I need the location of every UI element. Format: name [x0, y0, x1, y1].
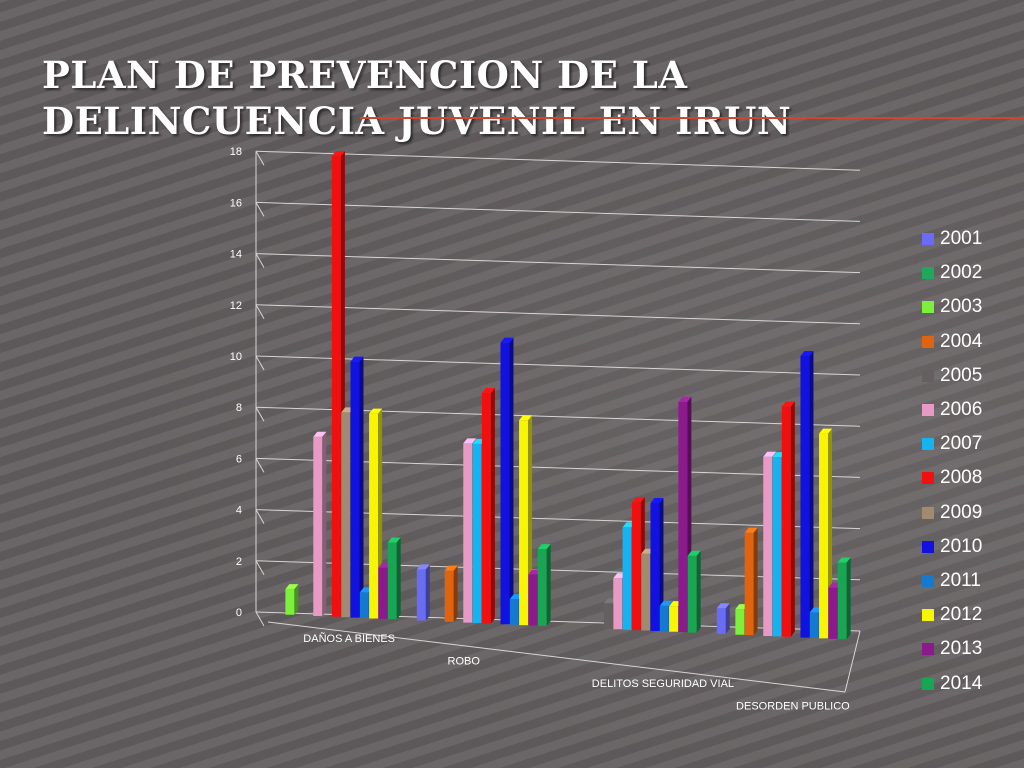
bar-2001-3	[716, 603, 730, 634]
legend-swatch	[922, 643, 934, 656]
legend-item-2009: 2009	[922, 496, 1022, 530]
legend-swatch	[922, 301, 934, 314]
y-tick-label: 16	[230, 197, 242, 209]
legend-item-2012: 2012	[922, 598, 1022, 632]
legend-swatch	[922, 404, 934, 417]
x-category-label: DESORDEN PUBLICO	[736, 701, 850, 713]
legend-swatch	[922, 472, 934, 485]
legend-swatch	[922, 506, 934, 519]
legend-label: 2005	[940, 364, 983, 386]
y-tick-label: 18	[230, 146, 242, 158]
legend-item-2007: 2007	[922, 427, 1022, 461]
floor-edge-right	[844, 630, 861, 693]
bar-2014-3	[837, 557, 851, 640]
legend-item-2014: 2014	[922, 666, 1022, 700]
bar-2014-0	[387, 537, 401, 620]
y-tick-label: 2	[236, 556, 242, 568]
chart-bars	[285, 150, 851, 640]
y-tick-label: 6	[236, 453, 242, 465]
bar-2003-0	[285, 584, 299, 615]
legend-swatch	[922, 540, 934, 553]
bar-2010-2	[650, 497, 664, 631]
legend-swatch	[922, 677, 934, 690]
bar-2008-1	[481, 388, 495, 624]
legend-item-2010: 2010	[922, 530, 1022, 564]
y-tick-label: 8	[236, 402, 242, 414]
gridline-side	[255, 355, 265, 371]
legend-label: 2002	[940, 262, 983, 284]
legend-swatch	[922, 574, 934, 587]
bar-2004-1	[444, 565, 458, 622]
legend-item-2006: 2006	[922, 393, 1022, 427]
legend-label: 2011	[940, 569, 981, 591]
chart-legend: 2001 2002 2003 2004 2005 2006 2007 2008 2009 2010…	[922, 222, 1022, 701]
chart-category-labels: DAÑOS A BIENES ROBO DELITOS SEGURIDAD VIAL…	[303, 632, 850, 713]
bar-2014-2	[687, 550, 701, 633]
gridline	[255, 355, 861, 376]
legend-swatch	[922, 369, 934, 382]
gridline	[255, 304, 861, 325]
y-tick-label: 12	[230, 300, 242, 312]
x-category-label: DAÑOS A BIENES	[303, 632, 395, 645]
legend-label: 2008	[940, 467, 983, 489]
legend-label: 2009	[940, 501, 983, 523]
legend-item-2011: 2011	[922, 564, 1022, 598]
gridline	[255, 201, 861, 222]
bar-2006-0	[313, 431, 327, 616]
gridline-side	[255, 304, 265, 320]
gridline	[255, 150, 861, 171]
gridline-side	[255, 509, 265, 524]
legend-swatch	[922, 267, 934, 280]
legend-label: 2013	[940, 638, 983, 660]
gridline	[255, 253, 861, 274]
legend-swatch	[922, 233, 934, 246]
gridline-side	[255, 458, 265, 473]
legend-item-2005: 2005	[922, 359, 1022, 393]
gridline-side	[255, 202, 265, 217]
x-category-label: ROBO	[448, 656, 481, 668]
y-tick-label: 0	[236, 607, 242, 619]
legend-label: 2004	[940, 330, 983, 352]
legend-item-2002: 2002	[922, 256, 1022, 290]
legend-label: 2001	[940, 228, 983, 250]
legend-swatch	[922, 438, 934, 451]
bar-2010-1	[500, 337, 514, 625]
title-divider	[360, 117, 1024, 119]
legend-label: 2003	[940, 296, 983, 318]
gridline-side	[255, 560, 265, 576]
legend-label: 2006	[940, 399, 983, 421]
bar-2004-3	[744, 527, 758, 636]
gridline-side	[255, 611, 265, 627]
legend-item-2008: 2008	[922, 461, 1022, 495]
y-tick-label: 10	[230, 351, 242, 363]
legend-item-2004: 2004	[922, 325, 1022, 359]
gridline-side	[255, 150, 265, 166]
legend-label: 2014	[940, 672, 983, 694]
legend-swatch	[922, 609, 934, 622]
slide-title: PLAN DE PREVENCION DE LA DELINCUENCIA JU…	[42, 53, 792, 143]
y-tick-label: 4	[236, 505, 242, 517]
gridline-side	[255, 406, 265, 422]
bar-2010-3	[800, 351, 814, 638]
legend-label: 2012	[940, 604, 983, 626]
legend-item-2001: 2001	[922, 222, 1022, 256]
legend-label: 2010	[940, 535, 983, 557]
chart-y-tick-labels: 0 2 4 6 8 10 12 14 16 18	[230, 146, 242, 619]
bar-2010-0	[350, 356, 364, 618]
x-category-label: DELITOS SEGURIDAD VIAL	[592, 678, 734, 690]
legend-item-2003: 2003	[922, 290, 1022, 324]
legend-item-2013: 2013	[922, 632, 1022, 666]
gridline-side	[255, 253, 265, 268]
legend-label: 2007	[940, 433, 983, 455]
bar-2001-1	[416, 564, 430, 621]
bar-2014-1	[537, 544, 551, 626]
y-tick-label: 14	[230, 249, 242, 261]
bar-2008-3	[781, 401, 795, 637]
floor-edge	[267, 621, 846, 693]
legend-swatch	[922, 335, 934, 348]
